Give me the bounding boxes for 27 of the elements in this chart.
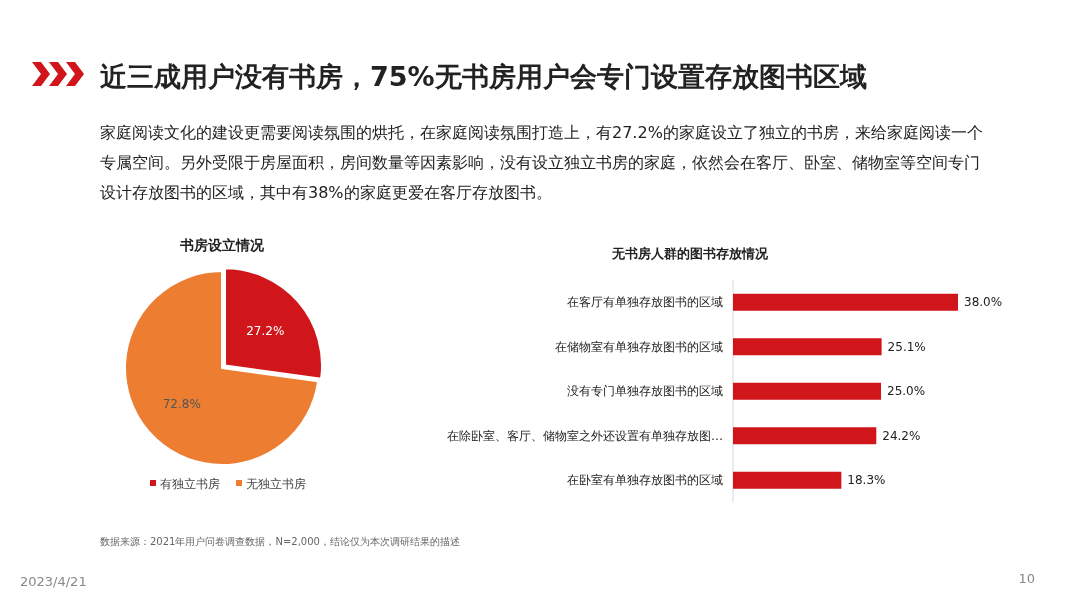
data-label: 24.2% [882, 428, 921, 443]
y-tick-label: 在客厅有单独存放图书的区域 [567, 295, 723, 310]
data-label: 38.0% [964, 295, 1003, 310]
y-tick-label: 没有专门单独存放图书的区域 [567, 384, 723, 399]
y-tick-label: 在除卧室、客厅、储物室之外还设置有单独存放图… [447, 428, 723, 443]
legend-label: 有独立书房 [160, 477, 220, 491]
y-tick-label: 在卧室有单独存放图书的区域 [567, 473, 723, 488]
bar [733, 293, 958, 311]
text: 近三成用户没有书房，75%无书房用户会专门设置存放图书区域 [100, 61, 867, 92]
text: 2023/4/21 [20, 574, 87, 589]
bar [733, 338, 882, 356]
pie-slice [124, 270, 320, 466]
data-label: 25.0% [887, 384, 926, 399]
y-tick-label: 在储物室有单独存放图书的区域 [555, 339, 723, 354]
data-label: 27.2% [246, 324, 285, 339]
bar [733, 382, 882, 400]
source-note: 数据来源：2021年用户问卷调查数据，N=2,000，结论仅为本次调研结果的描述 [100, 536, 460, 547]
data-label: 72.8% [162, 397, 201, 412]
chart-title: 无书房人群的图书存放情况 [611, 246, 769, 261]
text: 家庭阅读文化的建设更需要阅读氛围的烘托，在家庭阅读氛围打造上，有27.2%的家庭设立了独立的书房，来给家庭阅读一个专属空间。另外受限于房屋面积，房间数量等因素影响，没有设立独立书房的家庭，依然会在客厅、卧室、储物室等空间专门设计存放图书的区域，其中有38%的家庭更爱在客厅存放图书。 [100, 123, 983, 202]
legend-label: 无独立书房 [246, 477, 306, 491]
bar [733, 471, 842, 489]
bar [733, 427, 877, 445]
data-label: 18.3% [847, 473, 886, 488]
data-label: 25.1% [887, 339, 926, 354]
text: 10 [1018, 571, 1035, 586]
chart-title: 书房设立情况 [179, 237, 265, 253]
